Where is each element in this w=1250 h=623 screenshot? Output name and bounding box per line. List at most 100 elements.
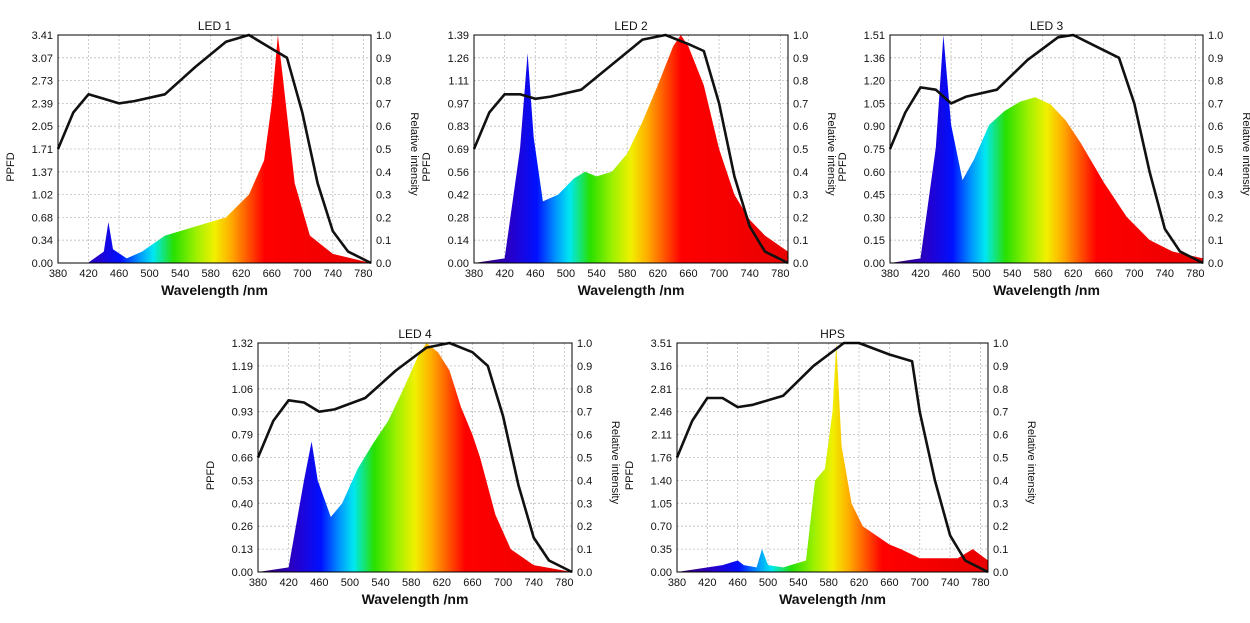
- y2-tick-label: 1.0: [793, 30, 808, 42]
- y2-tick-label: 0.0: [577, 567, 592, 579]
- y2-tick-label: 1.0: [993, 338, 1008, 350]
- y-tick-label: 0.68: [32, 212, 53, 224]
- y2-tick-label: 0.7: [1208, 98, 1223, 110]
- y2-tick-label: 0.9: [376, 53, 391, 65]
- y-tick-label: 3.51: [651, 338, 672, 350]
- y-tick-label: 0.60: [864, 167, 885, 179]
- y2-tick-label: 0.8: [577, 384, 592, 396]
- x-tick-label: 580: [820, 577, 838, 589]
- x-tick-label: 460: [942, 268, 960, 280]
- x-tick-label: 740: [741, 268, 759, 280]
- x-tick-label: 740: [1156, 268, 1174, 280]
- x-tick-label: 500: [557, 268, 575, 280]
- y-axis-label: PPFD: [421, 152, 433, 181]
- y2-tick-label: 0.9: [577, 361, 592, 373]
- plot-frame: [676, 342, 989, 573]
- y-axis-label: PPFD: [624, 461, 636, 490]
- x-tick-label: 620: [850, 577, 868, 589]
- y-tick-label: 1.32: [232, 338, 253, 350]
- y-tick-label: 0.75: [864, 144, 885, 156]
- x-tick-label: 740: [525, 577, 543, 589]
- x-tick-label: 660: [880, 577, 898, 589]
- x-tick-label: 420: [79, 268, 97, 280]
- y2-tick-label: 0.4: [793, 167, 808, 179]
- y-tick-label: 0.79: [232, 430, 253, 442]
- y-tick-label: 0.45: [864, 190, 885, 202]
- y-tick-label: 0.53: [232, 475, 253, 487]
- y2-tick-label: 0.7: [993, 407, 1008, 419]
- y-tick-label: 1.51: [864, 30, 885, 42]
- y2-tick-label: 0.6: [577, 430, 592, 442]
- y-tick-label: 0.69: [448, 144, 469, 156]
- y2-tick-label: 0.5: [376, 144, 391, 156]
- spectrum-area: [58, 35, 371, 263]
- y2-axis-label: Relative intensity: [408, 112, 420, 196]
- y-tick-label: 2.81: [651, 384, 672, 396]
- y2-tick-label: 0.2: [793, 212, 808, 224]
- y2-axis-label: Relative intensity: [825, 112, 837, 196]
- y-tick-label: 0.00: [232, 567, 253, 579]
- y-tick-label: 0.28: [448, 212, 469, 224]
- x-tick-label: 460: [110, 268, 128, 280]
- y2-tick-label: 0.6: [793, 121, 808, 133]
- x-tick-label: 780: [771, 268, 789, 280]
- y2-tick-label: 0.2: [376, 212, 391, 224]
- y2-tick-label: 0.4: [1208, 167, 1223, 179]
- y-tick-label: 3.41: [32, 30, 53, 42]
- y2-tick-label: 0.8: [1208, 76, 1223, 88]
- x-tick-label: 540: [1003, 268, 1021, 280]
- y-tick-label: 1.37: [32, 167, 53, 179]
- x-tick-label: 380: [465, 268, 483, 280]
- y-tick-label: 1.05: [864, 98, 885, 110]
- y-tick-label: 0.13: [232, 544, 253, 556]
- chart-title: LED 3: [1030, 19, 1064, 33]
- x-tick-label: 540: [587, 268, 605, 280]
- x-tick-label: 740: [324, 268, 342, 280]
- y-tick-label: 0.34: [32, 235, 53, 247]
- x-tick-label: 540: [371, 577, 389, 589]
- y-tick-label: 0.93: [232, 407, 253, 419]
- spectrum-area: [677, 343, 988, 572]
- x-axis-label: Wavelength /nm: [362, 591, 469, 607]
- y-tick-label: 0.83: [448, 121, 469, 133]
- y2-tick-label: 0.8: [376, 76, 391, 88]
- y-tick-label: 1.71: [32, 144, 53, 156]
- x-tick-label: 780: [555, 577, 573, 589]
- chart-panel: LED 1 0.00 0.34 0.68 1.02 1.37 1.71 2.05 2.39 2.7…: [5, 19, 420, 298]
- y-tick-label: 0.42: [448, 190, 469, 202]
- x-tick-label: 660: [679, 268, 697, 280]
- x-tick-label: 420: [495, 268, 513, 280]
- relative-intensity-line: [472, 33, 789, 265]
- y2-tick-label: 0.7: [793, 98, 808, 110]
- y-axis-label: PPFD: [205, 461, 217, 490]
- y2-tick-label: 0.4: [376, 167, 391, 179]
- y2-tick-label: 0.9: [793, 53, 808, 65]
- y2-tick-label: 0.9: [993, 361, 1008, 373]
- x-tick-label: 380: [49, 268, 67, 280]
- x-tick-label: 780: [354, 268, 372, 280]
- y-tick-label: 1.05: [651, 498, 672, 510]
- y-tick-label: 1.11: [448, 76, 469, 88]
- plot-frame: [889, 34, 1204, 264]
- y2-tick-label: 0.2: [993, 521, 1008, 533]
- y-tick-label: 0.40: [232, 498, 253, 510]
- y2-tick-label: 0.1: [376, 235, 391, 247]
- relative-intensity-line: [888, 33, 1204, 265]
- y2-tick-label: 1.0: [577, 338, 592, 350]
- y2-tick-label: 0.3: [793, 190, 808, 202]
- y-tick-label: 1.20: [864, 76, 885, 88]
- x-tick-label: 580: [402, 577, 420, 589]
- x-axis-label: Wavelength /nm: [161, 282, 268, 298]
- plot-frame: [257, 342, 573, 573]
- relative-intensity-line: [56, 33, 372, 265]
- chart-panel: HPS 0.00 0.35 0.70 1.05 1.40 1.76 2.11 2.46 2.81 3…: [624, 327, 1037, 607]
- x-tick-label: 620: [649, 268, 667, 280]
- chart-title: LED 2: [614, 19, 648, 33]
- x-tick-label: 780: [1186, 268, 1204, 280]
- x-tick-label: 540: [789, 577, 807, 589]
- y-tick-label: 0.70: [651, 521, 672, 533]
- y-tick-label: 1.06: [232, 384, 253, 396]
- y-tick-label: 2.39: [32, 98, 53, 110]
- y2-tick-label: 0.1: [577, 544, 592, 556]
- x-tick-label: 380: [668, 577, 686, 589]
